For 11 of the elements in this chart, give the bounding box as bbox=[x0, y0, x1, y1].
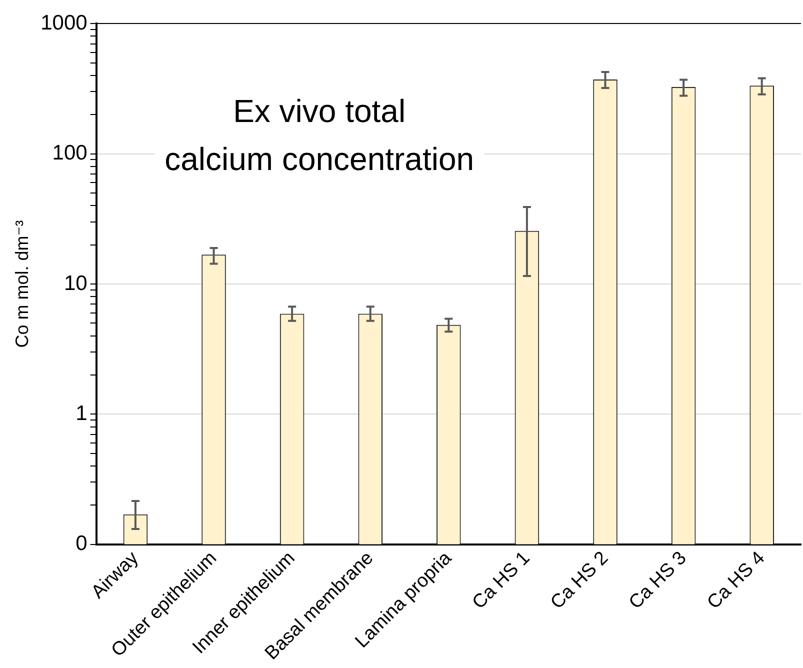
x-tick-label: Ca HS 1 bbox=[468, 548, 534, 614]
text: Ex vivo total calcium concentration bbox=[164, 92, 474, 177]
x-tick-label: Ca HS 2 bbox=[546, 548, 612, 614]
y-tick-label: 1 bbox=[76, 402, 88, 425]
y-tick-label: 0 bbox=[76, 532, 88, 556]
y-tick-label: 1000 bbox=[40, 11, 88, 34]
y-axis-title: Co m mol. dm⁻³ bbox=[12, 220, 32, 348]
y-tick-label: 10 bbox=[64, 272, 88, 295]
x-tick-label: Ca HS 4 bbox=[703, 547, 770, 614]
x-tick-label: Ca HS 3 bbox=[625, 548, 691, 614]
y-tick-label: 100 bbox=[52, 142, 88, 165]
